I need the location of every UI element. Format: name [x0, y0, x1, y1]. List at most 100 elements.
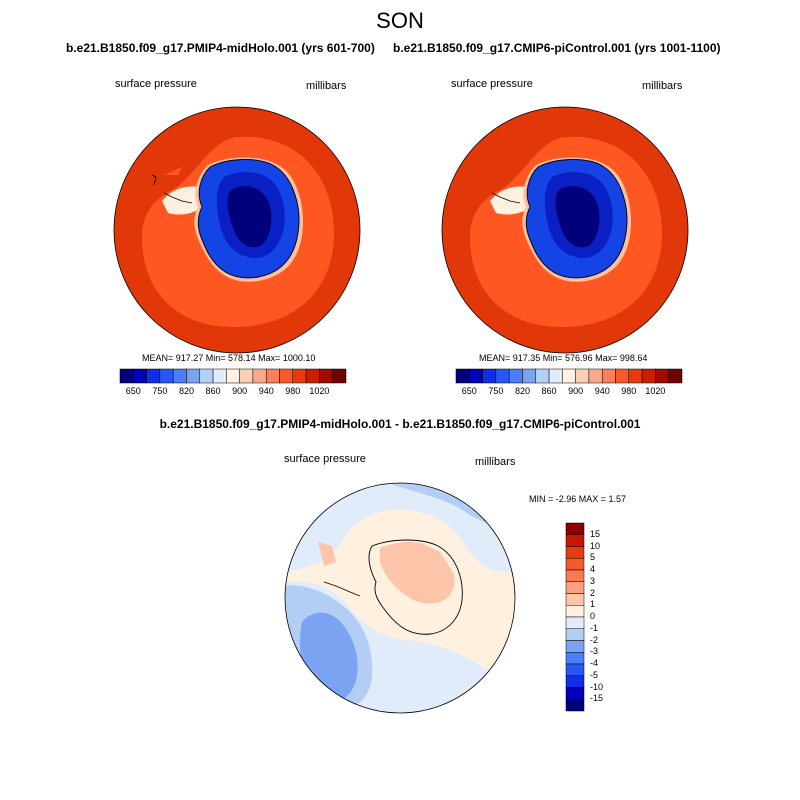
colorbar-swatch [565, 522, 585, 535]
colorbar-swatch [641, 368, 656, 384]
colorbar-swatch [588, 368, 603, 384]
colorbar-swatch [548, 368, 563, 384]
colorbar-swatch [565, 569, 585, 582]
panel-2-colorbar-ticks: 650 750 820 860 900 940 980 1020 [456, 386, 682, 400]
colorbar-tick-label: 2 [590, 587, 596, 598]
panel-2-map [441, 106, 689, 354]
colorbar-swatch [133, 368, 147, 384]
colorbar-swatch [119, 368, 134, 384]
colorbar-swatch [575, 368, 590, 384]
colorbar-swatch [565, 675, 585, 688]
colorbar-swatch [199, 368, 214, 384]
colorbar-tick-label: 3 [590, 575, 596, 586]
colorbar-tick-label: 650 [125, 386, 141, 396]
colorbar-swatch [565, 546, 585, 559]
colorbar-swatch [146, 368, 161, 384]
colorbar-tick-label: 900 [568, 386, 584, 396]
colorbar-swatch [252, 368, 267, 384]
colorbar-swatch [305, 368, 320, 384]
colorbar-swatch [565, 558, 585, 571]
colorbar-tick-label: 0 [590, 611, 596, 621]
colorbar-tick-label: 820 [178, 386, 194, 396]
panel-1-title: b.e21.B1850.f09_g17.PMIP4-midHolo.001 (y… [66, 41, 375, 55]
difference-colorbar [565, 522, 585, 712]
colorbar-tick-label: -1 [590, 622, 599, 633]
colorbar-tick-label: 1020 [645, 386, 666, 396]
colorbar-swatch [226, 368, 240, 384]
colorbar-swatch [279, 368, 294, 384]
panel-2-units: millibars [642, 80, 683, 92]
colorbar-swatch [562, 368, 576, 384]
colorbar-swatch [172, 368, 187, 384]
colorbar-swatch [655, 368, 669, 384]
panel-2-stats: MEAN= 917.35 Min= 576.96 Max= 998.64 [479, 353, 648, 363]
colorbar-tick-label: 5 [590, 552, 596, 563]
colorbar-tick-label: 860 [541, 386, 557, 396]
colorbar-tick-label: -5 [590, 669, 599, 680]
colorbar-tick-label: -2 [590, 634, 599, 645]
colorbar-tick-label: 4 [590, 564, 596, 574]
difference-map [284, 482, 516, 714]
colorbar-swatch [455, 368, 470, 384]
colorbar-swatch [469, 368, 483, 384]
colorbar-swatch [239, 368, 254, 384]
panel-1-colorbar [119, 368, 347, 384]
panel-1-map [113, 106, 361, 354]
colorbar-swatch [565, 628, 585, 641]
colorbar-swatch [668, 368, 683, 384]
colorbar-swatch [601, 368, 616, 384]
difference-stats: MIN = -2.96 MAX = 1.57 [529, 494, 627, 504]
difference-colorbar-labels: 15 10 5 4 3 2 1 0 -1 -2 -3 -4 -5 -10 -15 [590, 523, 630, 711]
panel-1-units: millibars [306, 80, 347, 92]
colorbar-tick-label: 1 [590, 599, 596, 610]
colorbar-tick-label: -3 [590, 646, 599, 657]
colorbar-tick-label: 10 [590, 540, 601, 551]
panel-2-title: b.e21.B1850.f09_g17.CMIP6-piControl.001 … [393, 41, 721, 55]
colorbar-tick-label: 980 [285, 386, 301, 396]
panel-2-variable: surface pressure [451, 78, 533, 90]
colorbar-tick-label: 860 [205, 386, 221, 396]
colorbar-tick-label: 15 [590, 528, 601, 539]
colorbar-tick-label: 940 [594, 386, 610, 396]
colorbar-tick-label: 940 [258, 386, 274, 396]
colorbar-swatch [565, 534, 585, 547]
colorbar-tick-label: -15 [590, 693, 604, 704]
colorbar-swatch [565, 699, 585, 712]
colorbar-swatch [265, 368, 280, 384]
colorbar-swatch [565, 581, 585, 594]
colorbar-swatch [508, 368, 523, 384]
colorbar-tick-label: 900 [232, 386, 248, 396]
colorbar-swatch [565, 593, 585, 606]
colorbar-swatch [615, 368, 630, 384]
difference-variable: surface pressure [284, 453, 366, 465]
colorbar-swatch [565, 663, 585, 676]
panel-1-stats: MEAN= 917.27 Min= 578.14 Max= 1000.10 [142, 353, 316, 363]
colorbar-swatch [565, 687, 585, 700]
figure-title: SON [376, 8, 424, 33]
colorbar-swatch [522, 368, 537, 384]
difference-units: millibars [475, 456, 516, 468]
colorbar-swatch [495, 368, 510, 384]
panel-1-colorbar-ticks: 650 750 820 860 900 940 980 1020 [120, 386, 346, 400]
panel-2-colorbar [455, 368, 683, 384]
colorbar-tick-label: 980 [621, 386, 637, 396]
colorbar-tick-label: 820 [514, 386, 530, 396]
colorbar-tick-label: -10 [590, 681, 604, 692]
colorbar-swatch [292, 368, 307, 384]
colorbar-swatch [332, 368, 347, 384]
colorbar-swatch [535, 368, 550, 384]
panel-1-variable: surface pressure [115, 78, 197, 90]
colorbar-swatch [212, 368, 227, 384]
colorbar-swatch [565, 640, 585, 653]
colorbar-tick-label: 750 [152, 386, 168, 396]
colorbar-tick-label: 650 [461, 386, 477, 396]
colorbar-swatch [565, 605, 585, 618]
colorbar-swatch [565, 616, 585, 629]
colorbar-tick-label: -4 [590, 658, 599, 668]
colorbar-swatch [628, 368, 643, 384]
difference-title: b.e21.B1850.f09_g17.PMIP4-midHolo.001 - … [159, 417, 641, 431]
colorbar-swatch [482, 368, 497, 384]
colorbar-tick-label: 1020 [309, 386, 330, 396]
colorbar-swatch [159, 368, 174, 384]
colorbar-swatch [565, 652, 585, 665]
